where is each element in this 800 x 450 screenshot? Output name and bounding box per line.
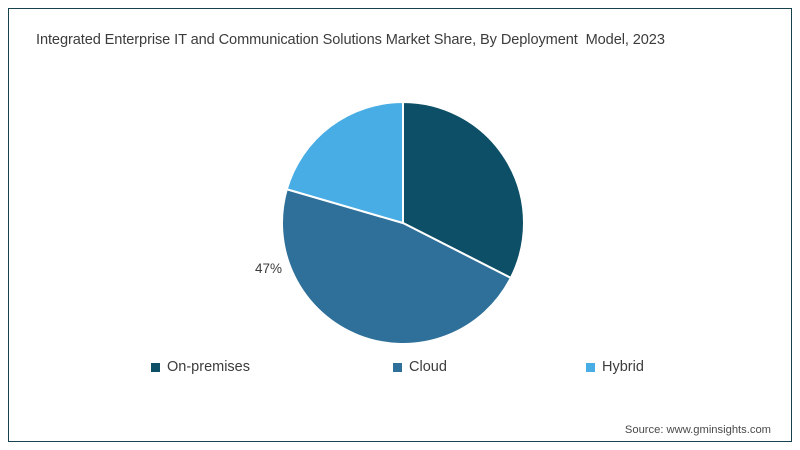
legend-item-hybrid[interactable]: Hybrid [586,356,644,378]
pie-slice-cloud[interactable] [281,188,513,345]
pie-slice-on-premises[interactable] [402,100,525,280]
source-note: Source: www.gminsights.com [624,424,771,436]
legend-item-cloud[interactable]: Cloud [393,356,447,378]
chart-legend: On-premises Cloud Hybrid [145,356,685,378]
legend-label-hybrid: Hybrid [602,359,644,375]
legend-item-on-premises[interactable]: On-premises [151,356,250,378]
pie-slice-hybrid[interactable] [285,100,404,225]
pie-slice-group [281,100,525,345]
page-title: Integrated Enterprise IT and Communicati… [36,32,665,48]
legend-swatch-cloud [393,362,402,372]
legend-label-on-premises: On-premises [167,359,250,375]
legend-swatch-hybrid [586,362,595,372]
legend-label-cloud: Cloud [409,359,447,375]
legend-swatch-on-premises [151,362,160,372]
pie-slice-label-cloud: 47% [255,261,283,276]
